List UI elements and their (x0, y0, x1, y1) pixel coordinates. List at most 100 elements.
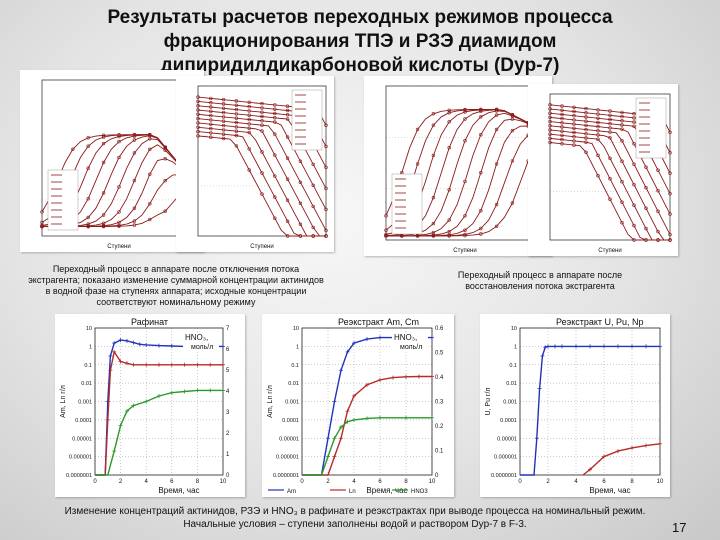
curve-marker (221, 98, 226, 102)
curve-marker (234, 144, 239, 148)
curve-marker (479, 109, 483, 113)
series-line-am (302, 336, 432, 476)
curve-marker (596, 124, 600, 129)
data-point-hno3 (144, 399, 149, 404)
curve-marker (548, 128, 552, 132)
curve-marker (324, 165, 328, 170)
data-point-ln (131, 362, 136, 367)
curve-marker (584, 127, 588, 132)
curve-marker (86, 166, 90, 170)
y-tick-label: 1 (514, 344, 517, 350)
data-point-am (339, 368, 343, 373)
curve-marker (632, 142, 636, 146)
curve-marker (260, 123, 264, 127)
curve-marker (656, 229, 660, 234)
curve-marker (285, 135, 290, 139)
curve-marker (311, 183, 315, 188)
curve-marker (584, 150, 588, 155)
curve-marker (260, 119, 264, 123)
curve-marker (584, 140, 588, 144)
series-line-am (95, 339, 223, 476)
curve-marker (463, 138, 467, 143)
curve-marker (132, 151, 137, 155)
curve-marker (311, 234, 315, 238)
x-tick-label: 6 (602, 479, 606, 485)
curve-marker (572, 105, 576, 109)
data-point-ln (144, 362, 149, 367)
curve-marker (572, 130, 576, 135)
x-tick-label: 0 (518, 479, 522, 485)
curve-marker (572, 114, 576, 118)
curve-marker (117, 134, 121, 139)
curve-marker (668, 191, 672, 196)
curve-marker (608, 121, 612, 126)
curve-marker (668, 130, 672, 134)
curve-marker (285, 219, 290, 223)
data-point-u (602, 344, 606, 349)
x-axis-label: Время, час (158, 486, 199, 495)
curve-marker (311, 162, 315, 167)
curve-marker (163, 156, 167, 161)
curve-marker (560, 121, 564, 125)
curve-marker (584, 132, 588, 136)
curve-marker (632, 182, 636, 187)
data-point-hno3 (378, 415, 382, 420)
data-point-ln (365, 382, 369, 387)
data-point-ln (195, 362, 200, 367)
chart-panel-top-right-b: Ступени (528, 84, 678, 256)
data-point-hno3 (345, 419, 350, 424)
stage-curve (197, 122, 326, 237)
curve-marker (209, 113, 213, 118)
data-point-u (616, 344, 620, 349)
y2-tick-label: 0 (435, 473, 439, 479)
curve-marker (86, 136, 90, 140)
curve-marker (620, 123, 624, 127)
x-tick-label: 4 (574, 479, 578, 485)
curve-marker (447, 218, 451, 222)
curve-marker (234, 120, 239, 125)
curve-marker (560, 129, 564, 133)
chart-title: Рафинат (131, 317, 168, 327)
curve-marker (260, 171, 264, 175)
curve-marker (447, 234, 451, 238)
curve-marker (117, 185, 121, 189)
curve-marker (86, 144, 90, 148)
title-line-2: фракционирования ТПЭ и РЗЭ диамидом (163, 31, 557, 52)
series-line-u (520, 345, 660, 476)
y-tick-label: 0.01 (81, 381, 92, 387)
right-axis-label: HNO₃, (394, 333, 417, 342)
curve-marker (494, 127, 499, 132)
curve-marker (260, 192, 264, 196)
curve-marker (479, 132, 483, 137)
curve-marker (548, 140, 552, 145)
curve-marker (101, 160, 106, 165)
curve-marker (260, 129, 264, 133)
curve-marker (668, 212, 672, 216)
chart-title: Реэкстракт Am, Cm (338, 317, 419, 327)
y2-tick-label: 1 (226, 452, 230, 458)
curve-marker (285, 108, 290, 113)
curve-marker (163, 178, 167, 183)
curve-marker (273, 111, 277, 116)
stage-curve (549, 129, 670, 241)
data-point-pu (588, 467, 592, 472)
data-point-am (112, 341, 117, 346)
curve-marker (668, 238, 672, 242)
curve-marker (463, 108, 467, 112)
y2-tick-label: 7 (226, 326, 230, 332)
curve-marker (285, 177, 290, 181)
curve-marker (548, 119, 552, 124)
curve-marker (234, 133, 239, 138)
curve-marker (632, 238, 636, 242)
curve-marker (311, 204, 315, 209)
right-label-box (183, 332, 219, 352)
data-point-u (630, 344, 634, 349)
curve-marker (285, 156, 290, 160)
curve-marker (463, 228, 467, 232)
curve-marker (494, 224, 499, 229)
curve-marker (548, 111, 552, 115)
x-axis-label: Ступени (250, 244, 273, 250)
curve-marker (584, 136, 588, 140)
curve-marker (221, 119, 226, 123)
curve-marker (260, 150, 264, 154)
